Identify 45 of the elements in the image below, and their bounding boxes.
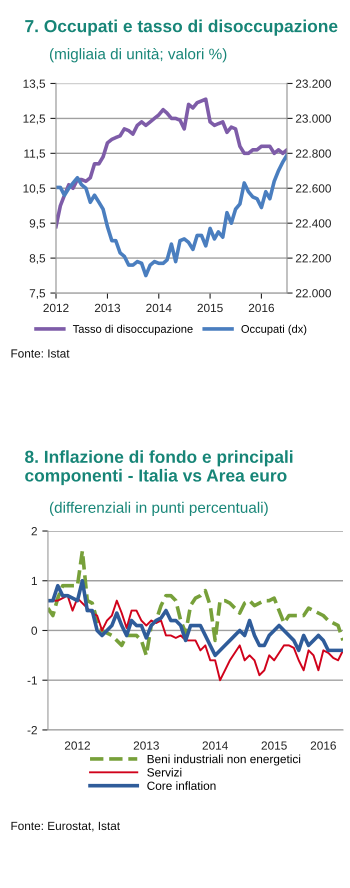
y2-tick-label: 23.000: [296, 114, 331, 123]
x-tick-label: 2014: [202, 741, 228, 750]
y-tick-label: 11,5: [24, 149, 46, 160]
y-tick-label: 9,5: [30, 219, 46, 229]
legend-label: Tasso di disoccupazione: [72, 324, 193, 336]
line-series: [48, 578, 343, 658]
y-tick-label: 13,5: [24, 80, 46, 90]
legend-label: Beni industriali non energetici: [148, 754, 300, 766]
chart-title: 7. Occupati e tasso di disoccupazione: [25, 20, 338, 36]
y2-tick-label: 22.400: [296, 219, 331, 228]
chart-subtitle: (migliaia di unità; valori %): [50, 48, 226, 62]
x-tick-label: 2013: [94, 304, 120, 312]
line-series: [48, 549, 343, 658]
y-tick-label: -2: [28, 726, 37, 734]
chart-subtitle: (differenziali in punti percentuali): [50, 502, 268, 516]
y-tick-label: 1: [32, 576, 37, 586]
x-tick-label: 2014: [146, 304, 172, 312]
x-tick-label: 2016: [310, 741, 336, 750]
y-tick-label: 0: [31, 626, 38, 635]
x-tick-label: 2015: [198, 304, 223, 312]
x-tick-label: 2012: [43, 304, 69, 312]
x-tick-label: 2012: [64, 741, 90, 750]
y-tick-label: -1: [28, 676, 37, 684]
y2-tick-label: 22.000: [296, 289, 331, 298]
y2-tick-label: 22.200: [296, 254, 331, 263]
legend-label: Core inflation: [147, 781, 216, 790]
line-series: [56, 97, 287, 228]
y2-tick-label: 22.800: [296, 149, 331, 158]
y-tick-label: 12,5: [24, 114, 46, 124]
x-tick-label: 2015: [262, 741, 287, 750]
legend-label: Servizi: [147, 768, 182, 777]
y2-tick-label: 22.600: [296, 184, 331, 193]
y-tick-label: 10,5: [24, 184, 46, 194]
y-tick-label: 8,5: [30, 254, 46, 264]
x-tick-label: 2013: [134, 741, 159, 750]
source-note: Fonte: Eurostat, Istat: [11, 822, 120, 832]
y-tick-label: 7,5: [30, 289, 46, 299]
line-series: [52, 594, 343, 682]
y2-tick-label: 23.200: [296, 80, 331, 88]
line-series: [56, 153, 287, 278]
source-note: Fonte: Istat: [11, 349, 70, 358]
legend-label: Occupati (dx): [241, 324, 306, 336]
x-tick-label: 2016: [248, 304, 274, 312]
chart-title: 8. Inflazione di fondo e principali componenti - Italia vs Area euro: [25, 450, 292, 486]
y-tick-label: 2: [32, 527, 37, 536]
